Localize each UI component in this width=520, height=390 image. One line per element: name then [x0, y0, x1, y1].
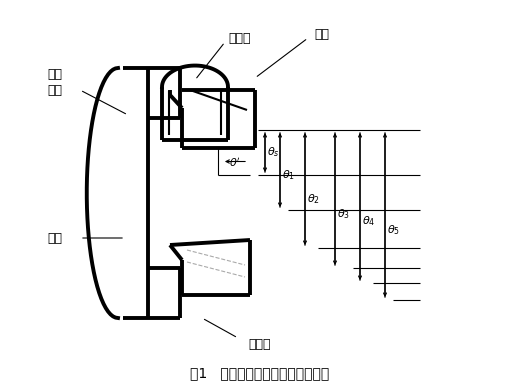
Text: $\theta_s$: $\theta_s$	[267, 145, 280, 160]
Text: $\theta_2$: $\theta_2$	[307, 192, 320, 206]
Text: 图1   鱼叉位移的角参数和工作分量: 图1 鱼叉位移的角参数和工作分量	[190, 366, 330, 380]
Text: 平头面: 平头面	[249, 339, 271, 351]
Text: $\theta_3$: $\theta_3$	[337, 207, 350, 221]
Text: 导向环: 导向环	[229, 32, 251, 44]
Text: 叉齿: 叉齿	[315, 28, 330, 41]
Text: $\theta'$: $\theta'$	[229, 156, 241, 169]
Text: $\theta_1$: $\theta_1$	[282, 168, 295, 182]
Text: 齿形
齿轮: 齿形 齿轮	[47, 67, 62, 96]
Text: 套管: 套管	[47, 232, 62, 245]
Text: $\theta_5$: $\theta_5$	[387, 223, 400, 237]
Text: $\theta_4$: $\theta_4$	[362, 215, 375, 229]
